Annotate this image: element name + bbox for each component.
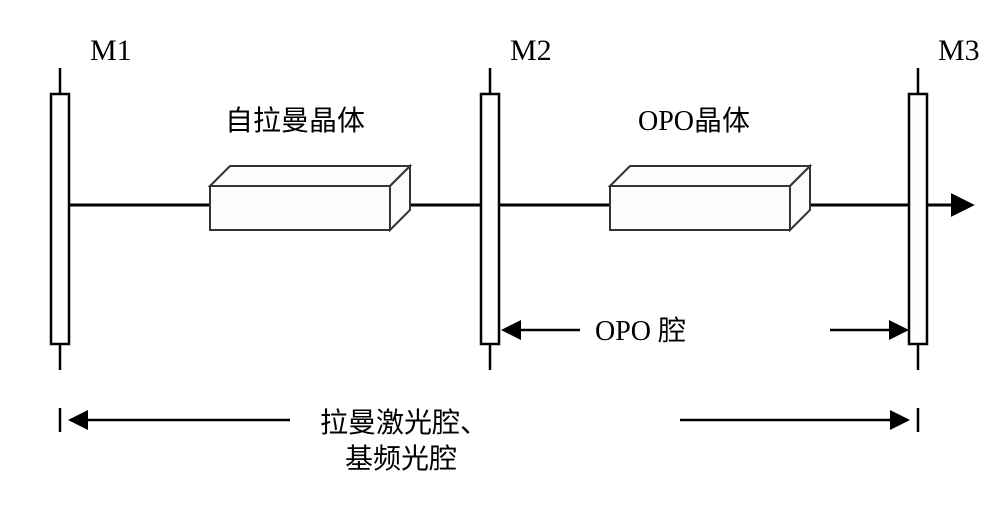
label-raman-crystal: 自拉曼晶体 (225, 105, 365, 137)
raman-cavity-range: 拉曼激光腔、 基频光腔 (60, 407, 918, 475)
label-opo-crystal: OPO晶体 (638, 105, 750, 137)
label-raman-cavity-1: 拉曼激光腔、 (320, 407, 488, 439)
opo-crystal (610, 166, 810, 230)
label-opo-cavity: OPO 腔 (595, 315, 686, 347)
raman-crystal (210, 166, 410, 230)
mirror-m1 (51, 68, 69, 370)
label-m1: M1 (90, 34, 132, 67)
opo-cavity-range: OPO 腔 (505, 315, 905, 347)
mirror-m3 (909, 68, 927, 370)
label-m3: M3 (938, 34, 980, 67)
diagram-root: M1 自拉曼晶体 M2 OPO晶体 M3 OPO 腔 拉曼激光腔、 (0, 0, 1000, 512)
label-raman-cavity-2: 基频光腔 (345, 443, 457, 475)
mirror-m2 (481, 68, 499, 370)
label-m2: M2 (510, 34, 552, 67)
